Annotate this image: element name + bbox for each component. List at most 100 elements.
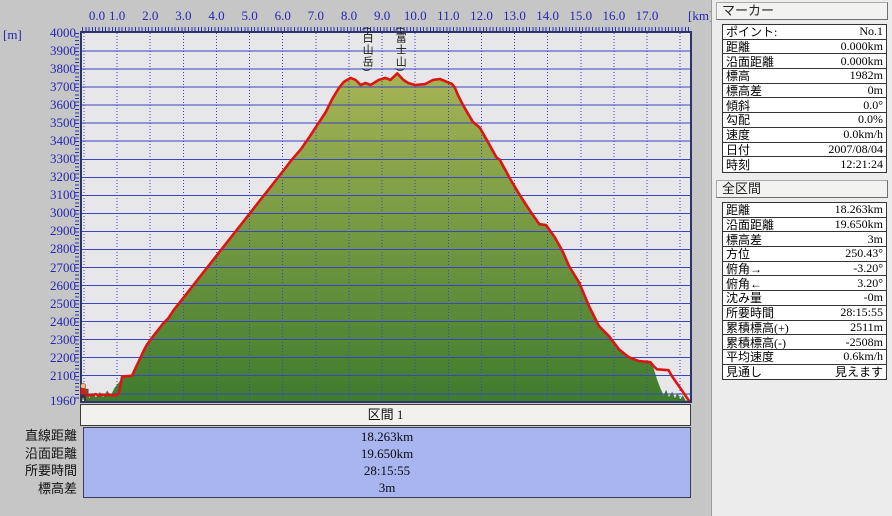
stat-value: 18.263km xyxy=(834,202,883,217)
marker-stats-table: ポイント: No.1 距離 0.000km 沿面距離 0.000km 標高 1982m 標高差 0… xyxy=(722,24,887,173)
y-axis-tick: 1960 xyxy=(50,393,76,408)
y-axis-tick: 2300 xyxy=(50,331,76,347)
x-axis-tick: 5.0 xyxy=(241,8,258,23)
stat-row: 累積標高(+) 2511m xyxy=(723,320,886,336)
elevation-profile-plot[interactable] xyxy=(80,31,692,403)
stat-row: 沿面距離 19.650km xyxy=(723,217,886,233)
y-axis-tick: 2800 xyxy=(50,241,76,257)
x-axis-tick: 16.0 xyxy=(602,8,626,23)
y-axis-tick: 3400 xyxy=(50,133,76,149)
stat-value: 0.6km/h xyxy=(843,349,883,364)
x-axis-tick: 7.0 xyxy=(307,8,324,23)
stat-label: 日付 xyxy=(726,142,751,157)
stat-value: 3.20° xyxy=(857,275,883,290)
stat-label: 俯角→ xyxy=(726,262,763,277)
info-panel: マーカー ポイント: No.1 距離 0.000km 沿面距離 0.000km 標高 1982… xyxy=(711,0,892,516)
hiker-backpack xyxy=(85,388,89,394)
x-axis-tick: 8.0 xyxy=(340,8,358,23)
y-axis-minor-ticks xyxy=(75,33,79,401)
stat-value: 0m xyxy=(867,83,883,98)
stat-value: 0.0km/h xyxy=(843,127,883,142)
stat-label: ポイント: xyxy=(726,25,778,40)
stat-row: 速度 0.0km/h xyxy=(723,127,886,143)
y-axis-tick: 3100 xyxy=(50,187,76,203)
stat-row: 沿面距離 0.000km xyxy=(723,53,886,70)
stat-value: 0.000km xyxy=(840,53,883,68)
stat-row: 日付 2007/08/04 xyxy=(723,142,886,158)
stat-label: 標高差 xyxy=(726,232,763,247)
stat-row: 標高差 3m xyxy=(723,232,886,248)
hiker-legs xyxy=(80,394,87,402)
stat-label: 累積標高(-) xyxy=(726,335,786,350)
x-axis-tick: 15.0 xyxy=(569,8,593,23)
y-axis-tick: 2600 xyxy=(50,277,76,293)
stat-label: 平均速度 xyxy=(726,350,775,365)
y-axis-tick: 4000 xyxy=(50,25,76,40)
peak-label: (白山岳) xyxy=(361,27,374,73)
section-header: 区間 1 xyxy=(80,404,691,426)
terrain-fill xyxy=(84,73,689,401)
stat-row: 方位 250.43° xyxy=(723,246,886,262)
x-axis-unit-label: [km] xyxy=(688,8,714,23)
stat-label: 標高差 xyxy=(726,84,763,99)
x-axis-tick: 17.0 xyxy=(635,8,659,23)
y-axis-tick: 3600 xyxy=(50,97,76,113)
plot-canvas xyxy=(82,33,690,401)
x-axis-tick: 4.0 xyxy=(208,8,225,23)
x-axis-tick: 3.0 xyxy=(175,8,192,23)
stat-label: 方位 xyxy=(726,247,751,262)
stat-label: 時刻 xyxy=(726,158,751,173)
y-axis-tick: 3700 xyxy=(50,79,76,95)
stat-value: 見えます xyxy=(834,365,883,380)
stat-label: 俯角← xyxy=(726,276,763,291)
y-axis-tick: 2200 xyxy=(50,349,76,365)
section-row-value: 18.263km xyxy=(360,428,414,444)
hiker-icon[interactable] xyxy=(76,382,90,403)
stat-row: 勾配 0.0% xyxy=(723,112,886,128)
x-axis-tick: 13.0 xyxy=(503,8,526,23)
stat-label: 距離 xyxy=(726,203,751,218)
stat-value: -0m xyxy=(863,290,883,305)
stat-value: 0.0° xyxy=(863,97,883,112)
stat-row: ポイント: No.1 xyxy=(723,24,886,40)
stat-label: 勾配 xyxy=(726,113,751,128)
y-axis-tick: 3800 xyxy=(50,61,76,77)
stat-label: 沿面距離 xyxy=(726,218,775,233)
stat-row: 累積標高(-) -2508m xyxy=(723,335,886,350)
stat-row: 俯角← 3.20° xyxy=(723,275,886,292)
stat-row: 時刻 12:21:24 xyxy=(723,157,886,172)
section-values: 18.263km 19.650km 28:15:55 3m xyxy=(83,427,691,498)
stat-value: 12:21:24 xyxy=(840,157,883,172)
hiker-body xyxy=(80,388,86,395)
x-axis-tick: 10.0 xyxy=(403,8,427,23)
x-axis-tick: 14.0 xyxy=(536,8,560,23)
section-row-label: 直線距離 xyxy=(24,427,77,443)
stat-row: 距離 18.263km xyxy=(723,202,886,218)
x-axis-tick: 9.0 xyxy=(373,8,391,23)
y-axis-tick: 3900 xyxy=(50,43,76,59)
stat-label: 速度 xyxy=(726,128,751,143)
stat-row: 標高 1982m xyxy=(723,68,886,84)
marker-panel-header[interactable]: マーカー xyxy=(716,2,888,20)
stat-value: 19.650km xyxy=(834,217,883,232)
stat-value: -3.20° xyxy=(853,261,883,276)
section-row-label: 沿面距離 xyxy=(24,445,77,461)
x-axis-tick: 11.0 xyxy=(437,8,460,23)
stat-row: 沈み量 -0m xyxy=(723,290,886,306)
stat-row: 標高差 0m xyxy=(723,83,886,99)
total-panel-header[interactable]: 全区間 xyxy=(716,180,888,198)
x-axis-tick: 2.0 xyxy=(142,8,159,23)
stat-row: 所要時間 28:15:55 xyxy=(723,305,886,321)
stat-row: 距離 0.000km xyxy=(723,39,886,55)
stat-label: 傾斜 xyxy=(726,98,751,113)
stat-value: 1982m xyxy=(849,68,883,83)
stat-row: 傾斜 0.0° xyxy=(723,97,886,114)
stat-value: No.1 xyxy=(859,24,883,39)
stat-value: 0.0% xyxy=(858,112,883,127)
y-axis-tick: 2900 xyxy=(50,223,76,239)
y-axis-tick: 2500 xyxy=(50,295,76,311)
section-labels: 直線距離 沿面距離 所要時間 標高差 xyxy=(0,427,77,498)
stat-label: 見通し xyxy=(726,365,763,380)
section-row-value: 3m xyxy=(378,480,396,496)
